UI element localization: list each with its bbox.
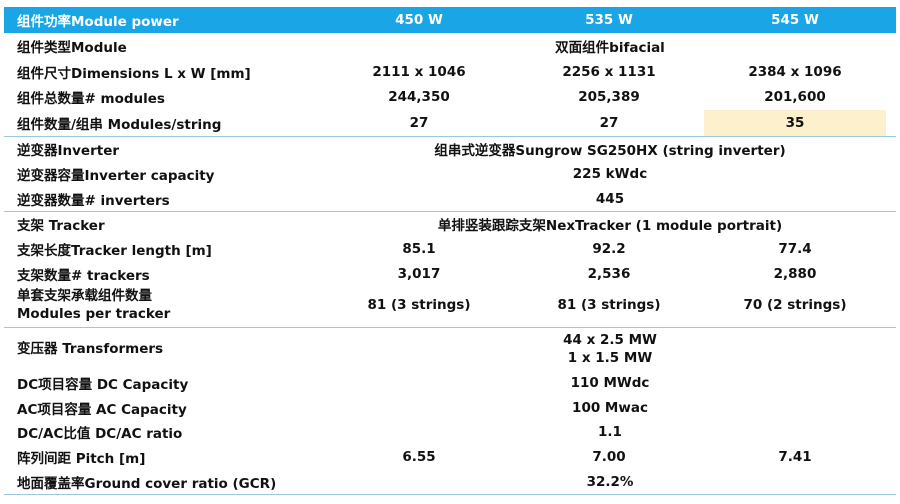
row-label: 组件类型Module: [17, 40, 127, 56]
row-value: 双面组件bifacial: [555, 40, 665, 56]
cell: 3,017: [397, 265, 441, 282]
row-modules-per-tracker: 单套支架承载组件数量 Modules per tracker 81 (3 str…: [4, 286, 896, 324]
cell: 2,536: [587, 265, 631, 282]
table-bottom-border: [4, 494, 896, 495]
row-value: 单排竖装跟踪支架NexTracker (1 module portrait): [437, 218, 783, 234]
row-module-type: 组件类型Module 双面组件bifacial: [4, 33, 896, 59]
row-transformers: 变压器 Transformers 44 x 2.5 MW 1 x 1.5 MW: [4, 328, 896, 370]
cell: 27: [409, 115, 429, 131]
row-value: 1.1: [598, 424, 622, 440]
row-tracker-length: 支架长度Tracker length [m] 85.1 92.2 77.4: [4, 236, 896, 261]
header-col-545: 545 W: [771, 12, 819, 28]
header-row: 组件功率Module power 450 W 535 W 545 W: [4, 7, 896, 33]
cell: 205,389: [578, 89, 640, 105]
cell: 2,880: [773, 265, 817, 282]
row-label: AC项目容量 AC Capacity: [17, 401, 187, 418]
header-label: 组件功率Module power: [17, 14, 179, 30]
cell: 77.4: [778, 240, 812, 257]
cell: 7.00: [592, 448, 626, 465]
cell: 244,350: [388, 89, 450, 105]
cell: 27: [599, 115, 619, 131]
row-value: 44 x 2.5 MW 1 x 1.5 MW: [324, 331, 896, 367]
row-gcr: 地面覆盖率Ground cover ratio (GCR) 32.2%: [4, 469, 896, 494]
row-label: 逆变器容量Inverter capacity: [17, 167, 215, 184]
row-label: 支架长度Tracker length [m]: [17, 242, 212, 259]
row-label: 阵列间距 Pitch [m]: [17, 450, 146, 467]
row-inverters: 逆变器数量# inverters 445: [4, 186, 896, 211]
cell: 2384 x 1096: [748, 63, 842, 80]
row-value: 110 MWdc: [570, 374, 650, 391]
row-dc-capacity: DC项目容量 DC Capacity 110 MWdc: [4, 370, 896, 395]
cell: 201,600: [764, 89, 826, 105]
section-divider: [4, 136, 896, 137]
cell: 92.2: [592, 240, 626, 257]
row-tracker: 支架 Tracker 单排竖装跟踪支架NexTracker (1 module …: [4, 212, 896, 236]
cell: 6.55: [402, 448, 436, 465]
header-col-535: 535 W: [585, 12, 633, 28]
transformer-line-1: 44 x 2.5 MW: [563, 332, 657, 348]
row-label: 支架数量# trackers: [17, 267, 150, 284]
cell: 2111 x 1046: [372, 63, 466, 80]
cell: 7.41: [778, 448, 812, 465]
row-label-cn: 单套支架承载组件数量: [17, 288, 152, 304]
row-inverter: 逆变器Inverter 组串式逆变器Sungrow SG250HX (strin…: [4, 137, 896, 161]
row-label: DC项目容量 DC Capacity: [17, 376, 189, 393]
row-inverter-capacity: 逆变器容量Inverter capacity 225 kWdc: [4, 161, 896, 186]
section-divider: [4, 327, 896, 328]
row-value: 445: [595, 190, 625, 207]
cell: 70 (2 strings): [743, 297, 847, 313]
cell: 2256 x 1131: [562, 63, 656, 80]
header-col-450: 450 W: [395, 12, 443, 28]
row-label: 变压器 Transformers: [17, 341, 164, 357]
row-value: 225 kWdc: [572, 165, 648, 182]
row-modules: 组件总数量# modules 244,350 205,389 201,600: [4, 84, 896, 110]
row-label: 支架 Tracker: [17, 218, 105, 234]
row-label: 单套支架承载组件数量 Modules per tracker: [4, 287, 324, 323]
transformer-line-2: 1 x 1.5 MW: [567, 350, 653, 366]
row-label: 组件尺寸Dimensions L x W [mm]: [17, 65, 251, 82]
row-value: 组串式逆变器Sungrow SG250HX (string inverter): [434, 143, 786, 159]
row-dcac-ratio: DC/AC比值 DC/AC ratio 1.1: [4, 420, 896, 444]
row-label: DC/AC比值 DC/AC ratio: [17, 426, 183, 442]
row-label: 逆变器Inverter: [17, 143, 120, 159]
row-label: 逆变器数量# inverters: [17, 192, 170, 209]
row-label: 组件数量/组串 Modules/string: [17, 117, 222, 133]
row-ac-capacity: AC项目容量 AC Capacity 100 Mwac: [4, 395, 896, 420]
row-value: 100 Mwac: [572, 399, 648, 416]
cell: 85.1: [402, 240, 436, 257]
row-value: 32.2%: [586, 473, 634, 490]
row-label-en: Modules per tracker: [17, 306, 171, 322]
highlighted-cell: 35: [704, 110, 886, 136]
section-divider: [4, 211, 896, 212]
row-label: 地面覆盖率Ground cover ratio (GCR): [17, 475, 277, 492]
row-dimensions: 组件尺寸Dimensions L x W [mm] 2111 x 1046 22…: [4, 59, 896, 84]
row-modules-string: 组件数量/组串 Modules/string 27 27 35: [4, 110, 896, 136]
row-label: 组件总数量# modules: [17, 91, 165, 107]
row-pitch: 阵列间距 Pitch [m] 6.55 7.00 7.41: [4, 444, 896, 469]
row-trackers: 支架数量# trackers 3,017 2,536 2,880: [4, 261, 896, 286]
cell: 81 (3 strings): [367, 297, 471, 313]
specs-table: 组件功率Module power 450 W 535 W 545 W 组件类型M…: [4, 7, 896, 495]
cell: 81 (3 strings): [557, 297, 661, 313]
